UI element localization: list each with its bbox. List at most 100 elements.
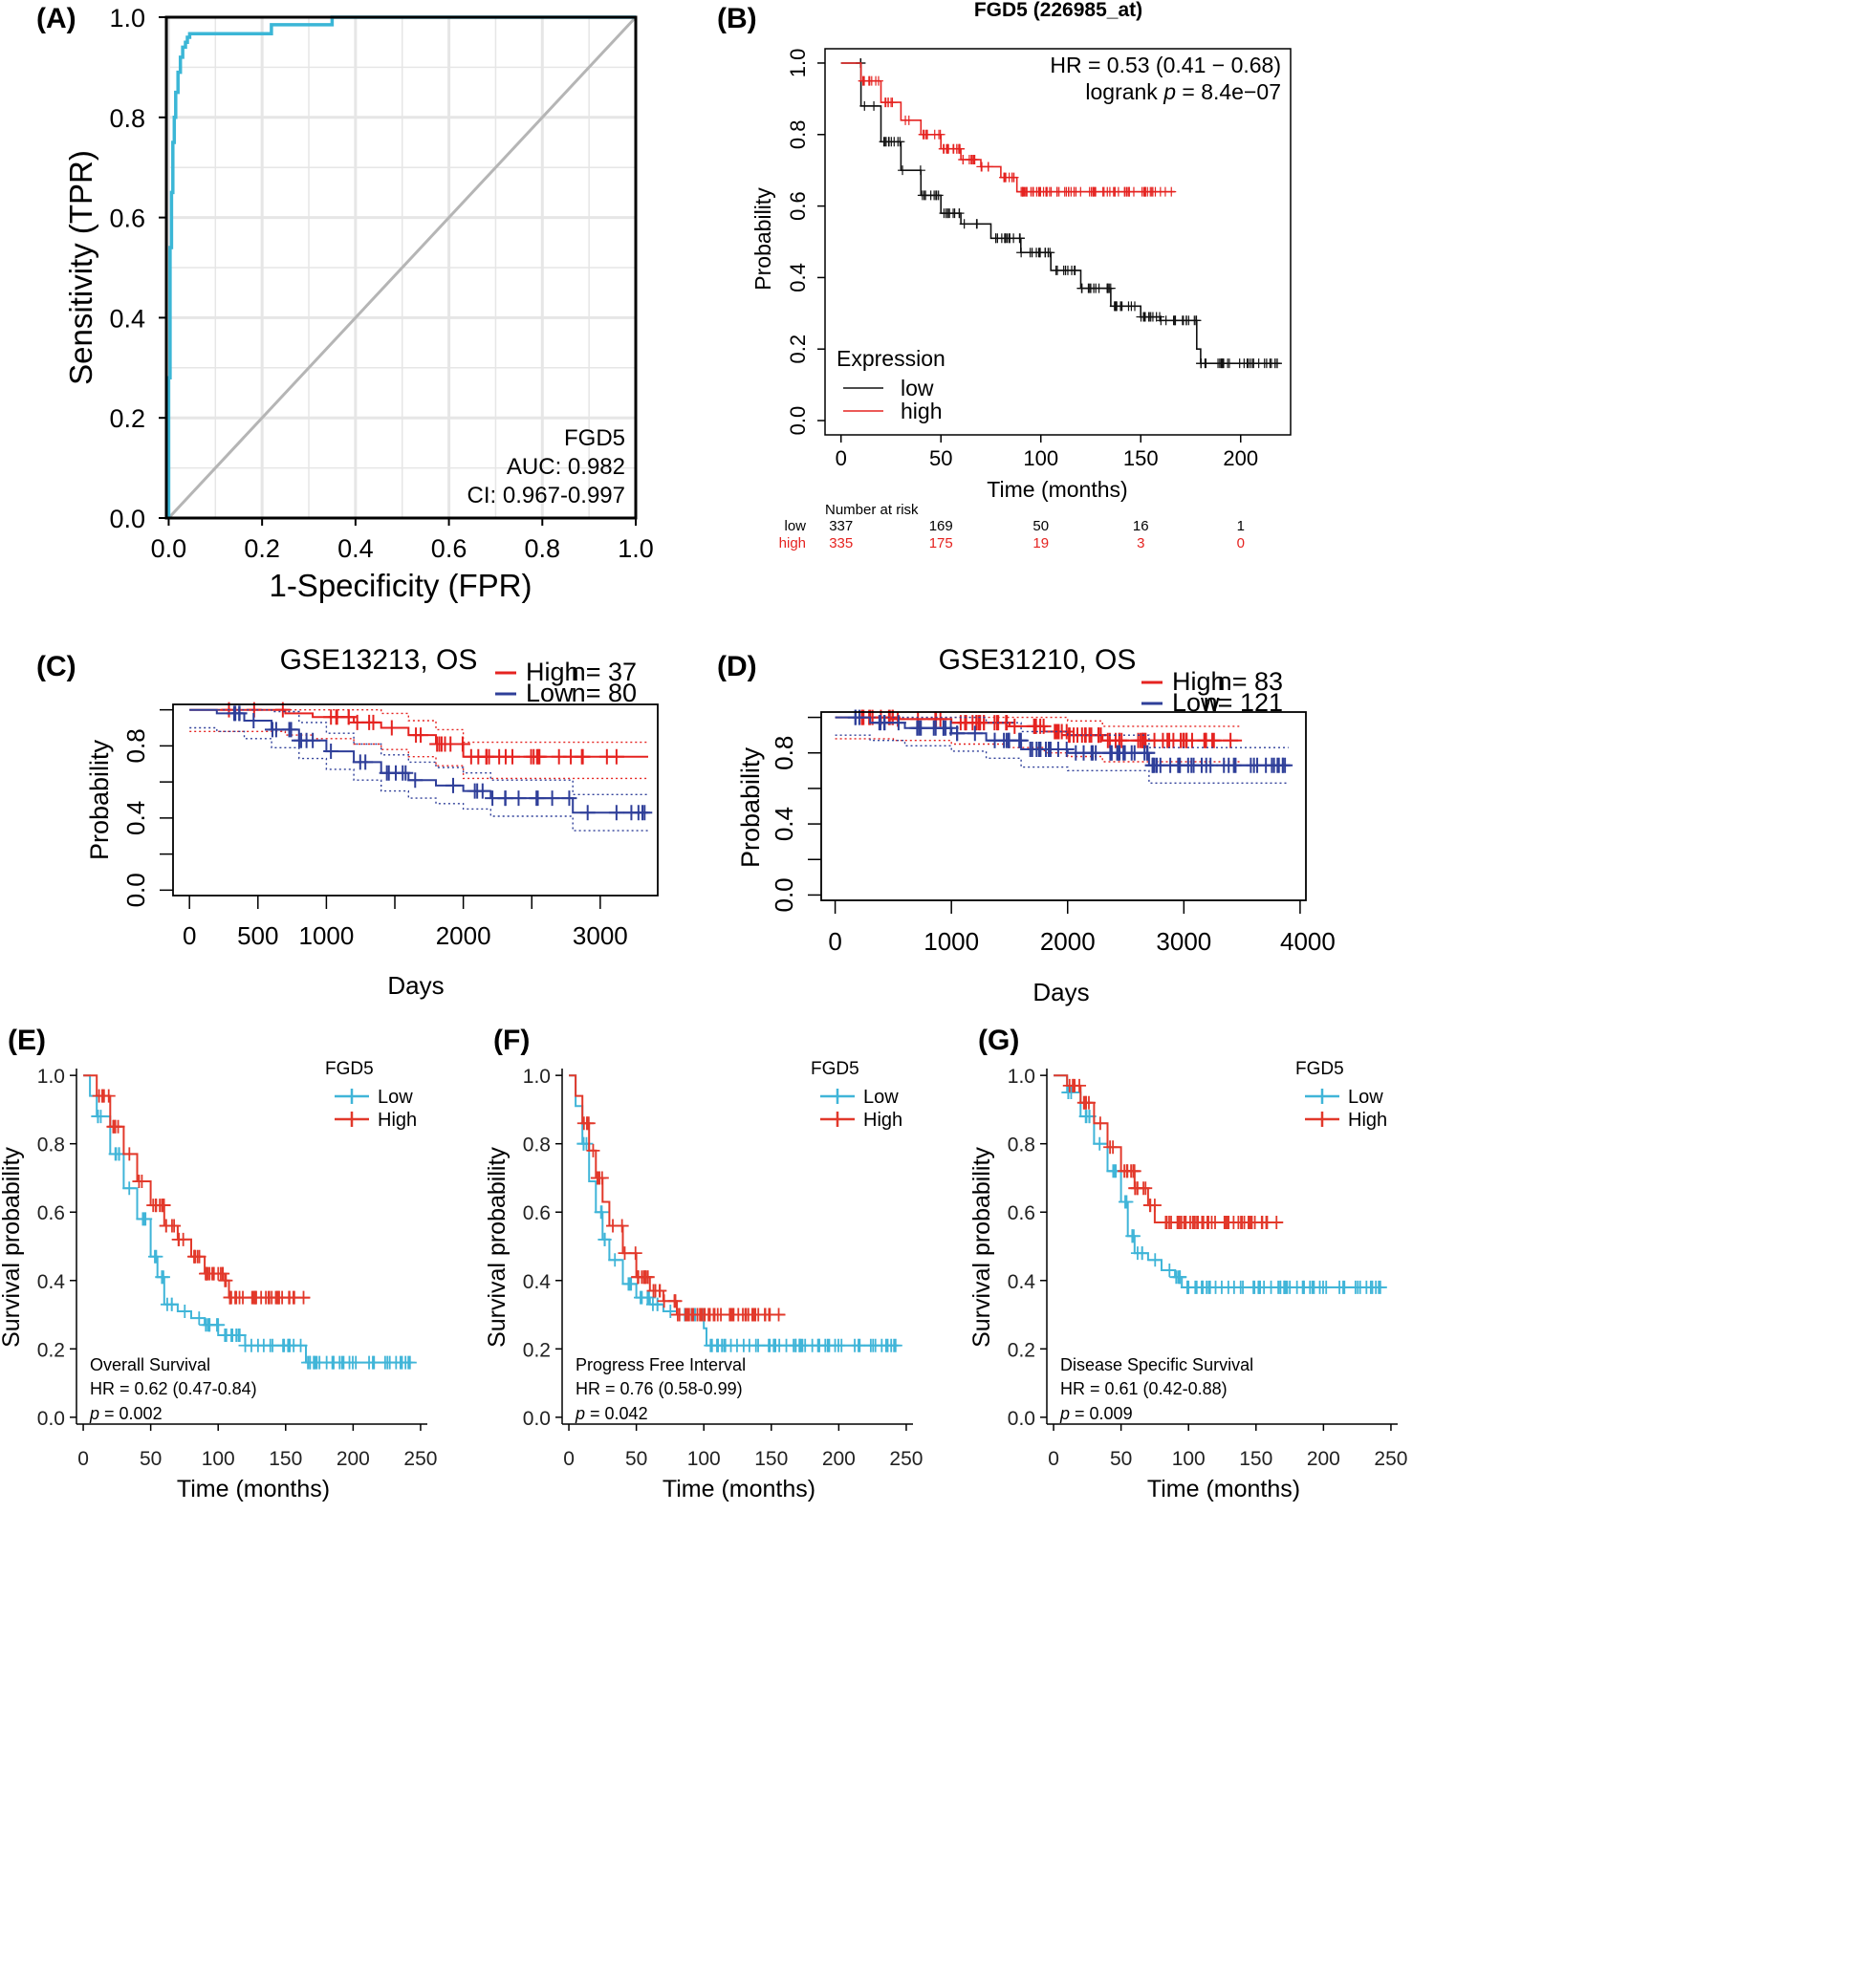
censor-mark [880, 137, 891, 147]
censor-mark [751, 1307, 766, 1322]
y-tick-label: 0.8 [109, 104, 145, 133]
censor-mark [859, 100, 870, 111]
legend-n: n= 80 [572, 679, 637, 707]
p-text: p = 0.002 [89, 1404, 163, 1423]
ci-band-high [189, 730, 648, 780]
y-tick-label: 0.4 [523, 1271, 552, 1293]
x-tick-label: 200 [822, 1448, 856, 1470]
censor-mark [246, 712, 262, 728]
censor-mark [710, 1338, 725, 1352]
y-axis-label: Survival probability [0, 1147, 25, 1348]
censor-mark [1182, 1280, 1196, 1294]
censor-mark [225, 1329, 239, 1342]
risk-row-label: high [779, 535, 806, 551]
censor-mark [1050, 724, 1066, 740]
y-tick-label: 0.0 [37, 1408, 65, 1430]
risk-value: 16 [1133, 518, 1149, 534]
ci-band-low [189, 709, 648, 795]
y-tick-label: 1.0 [786, 49, 810, 78]
censor-mark [858, 76, 869, 86]
legend-gene: FGD5 [564, 425, 625, 451]
legend-label: High [863, 1110, 902, 1131]
tcga-chart-F: 0 50 100 150 200 250 0.0 0.2 0.4 0.6 0.8 1.0 Time (m… [484, 1025, 923, 1502]
censor-mark [1195, 1280, 1209, 1294]
censor-mark [485, 790, 501, 807]
panel-label: (C) [36, 651, 76, 682]
censor-mark [1062, 265, 1073, 275]
y-tick-label: 0.8 [786, 119, 810, 149]
p-value: = 0.042 [585, 1404, 648, 1423]
censor-mark [1063, 186, 1074, 197]
y-tick-label: 0.2 [523, 1339, 551, 1361]
censor-mark [463, 748, 479, 765]
x-axis-label: Time (months) [1147, 1476, 1300, 1502]
censor-mark [172, 1232, 186, 1246]
x-tick-label: 0 [77, 1448, 89, 1470]
legend-swatch-low [820, 1089, 855, 1104]
censor-mark [526, 748, 542, 765]
legend-title: FGD5 [811, 1059, 859, 1079]
censor-mark [275, 1290, 290, 1305]
x-tick-label: 0.2 [244, 534, 280, 563]
x-tick-label: 1.0 [618, 534, 654, 563]
y-tick-label: 0.0 [523, 1408, 551, 1430]
censor-mark [91, 1110, 105, 1124]
censor-mark [793, 1338, 807, 1352]
x-axis-label: Time (months) [987, 477, 1127, 502]
x-tick-label: 50 [929, 446, 952, 470]
hr-text: HR = 0.62 (0.47-0.84) [90, 1379, 257, 1398]
km-curve-high [189, 708, 648, 758]
km-curve-low [569, 1074, 899, 1347]
legend-label: High [1172, 667, 1226, 696]
censor-mark [898, 165, 908, 176]
legend-n: n= 121 [1204, 688, 1283, 717]
censor-mark [635, 805, 651, 821]
censor-mark [591, 1171, 605, 1185]
censor-mark [1156, 315, 1166, 326]
p-symbol: p [1059, 1404, 1070, 1423]
legend-label-high: high [901, 399, 942, 423]
censor-mark [1110, 745, 1126, 761]
risk-table-title: Number at risk [825, 502, 919, 518]
censor-mark [307, 1355, 321, 1370]
censor-mark [1127, 1164, 1141, 1178]
censor-mark [608, 748, 624, 765]
x-tick-label: 200 [1307, 1448, 1340, 1470]
x-axis-label: Time (months) [663, 1476, 815, 1502]
censor-mark [474, 783, 490, 799]
censor-mark [1220, 1215, 1234, 1229]
x-tick-label: 4000 [1280, 927, 1336, 956]
hr-text: HR = 0.53 (0.41 − 0.68) [1050, 53, 1281, 77]
censor-mark [323, 709, 339, 725]
censor-mark [943, 208, 953, 219]
censor-mark [949, 725, 966, 742]
censor-mark [1234, 358, 1245, 369]
censor-mark [685, 1307, 700, 1322]
legend-swatch-low [1305, 1089, 1339, 1104]
censor-mark [178, 1304, 192, 1318]
censor-mark [729, 1338, 744, 1352]
censor-mark [895, 137, 905, 147]
panel-label: (D) [717, 651, 757, 682]
censor-mark [890, 715, 906, 731]
censor-mark [1216, 358, 1227, 369]
risk-value: 19 [1032, 535, 1049, 551]
km-curve-low [840, 62, 1281, 364]
x-tick-label: 100 [202, 1448, 235, 1470]
legend-n: n= 37 [572, 658, 637, 686]
panel-label: (B) [717, 3, 757, 34]
ci-band-low [835, 716, 1289, 748]
censor-mark [987, 732, 1003, 748]
censor-mark [206, 1266, 221, 1281]
censor-mark [653, 1284, 667, 1298]
y-tick-label: 0.0 [109, 505, 145, 533]
km-curve-high [83, 1074, 311, 1299]
censor-mark [1216, 757, 1232, 773]
legend-title: FGD5 [1295, 1059, 1344, 1079]
censor-mark [1166, 186, 1177, 197]
x-tick-label: 150 [1239, 1448, 1272, 1470]
censor-mark [135, 1175, 149, 1189]
censor-mark [598, 1232, 612, 1246]
censor-mark [915, 165, 925, 176]
p-value: = 8.4e−07 [1176, 79, 1281, 104]
